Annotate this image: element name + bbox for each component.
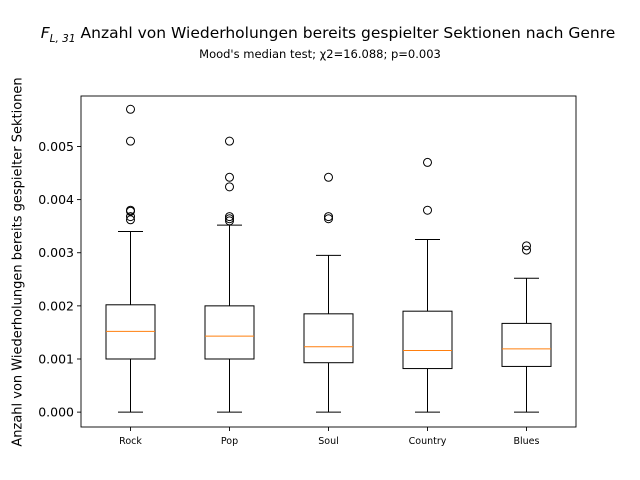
- y-tick-label: 0.005: [38, 139, 74, 154]
- outlier-point: [324, 172, 333, 182]
- outlier-point: [225, 172, 234, 182]
- outlier-point: [126, 215, 135, 225]
- outlier-point: [225, 136, 234, 146]
- outlier-point: [423, 205, 432, 215]
- outlier-point: [126, 206, 135, 216]
- y-tick-label: 0.000: [38, 405, 74, 420]
- iqr-box: [501, 322, 552, 367]
- title-subscript: L, 31: [50, 33, 76, 45]
- iqr-box: [303, 313, 354, 364]
- outlier-point: [324, 214, 333, 224]
- outlier-point: [423, 157, 432, 167]
- outlier-point: [126, 212, 135, 222]
- outlier-point: [225, 216, 234, 226]
- outlier-point: [225, 182, 234, 192]
- iqr-box: [105, 304, 156, 360]
- outlier-point: [522, 245, 531, 255]
- outlier-point: [522, 241, 531, 251]
- chart-subtitle: Mood's median test; χ2=16.088; p=0.003: [199, 47, 441, 61]
- y-tick-label: 0.003: [38, 245, 74, 260]
- chart-title: FL, 31 Anzahl von Wiederholungen bereits …: [41, 24, 616, 45]
- title-symbol: F: [41, 24, 51, 42]
- iqr-box: [204, 305, 255, 360]
- x-tick-label: Country: [409, 436, 447, 447]
- plot-area: 0.000 0.001 0.002 0.003 0.004 0.005 Rock Pop Sou…: [38, 95, 577, 447]
- y-axis-label: Anzahl von Wiederholungen bereits gespie…: [11, 77, 26, 446]
- outlier-point: [324, 212, 333, 222]
- outlier-point: [126, 136, 135, 146]
- x-tick-label: Pop: [221, 436, 238, 447]
- title-text: Anzahl von Wiederholungen bereits gespie…: [81, 24, 616, 42]
- outlier-point: [126, 104, 135, 114]
- outlier-point: [225, 214, 234, 224]
- y-tick-label: 0.001: [38, 351, 74, 366]
- x-tick-label: Blues: [514, 436, 540, 447]
- y-tick-label: 0.004: [38, 192, 74, 207]
- x-tick-label: Soul: [318, 436, 339, 447]
- outlier-point: [225, 212, 234, 222]
- y-tick-label: 0.002: [38, 298, 74, 313]
- iqr-box: [402, 310, 453, 370]
- x-tick-label: Rock: [119, 436, 142, 447]
